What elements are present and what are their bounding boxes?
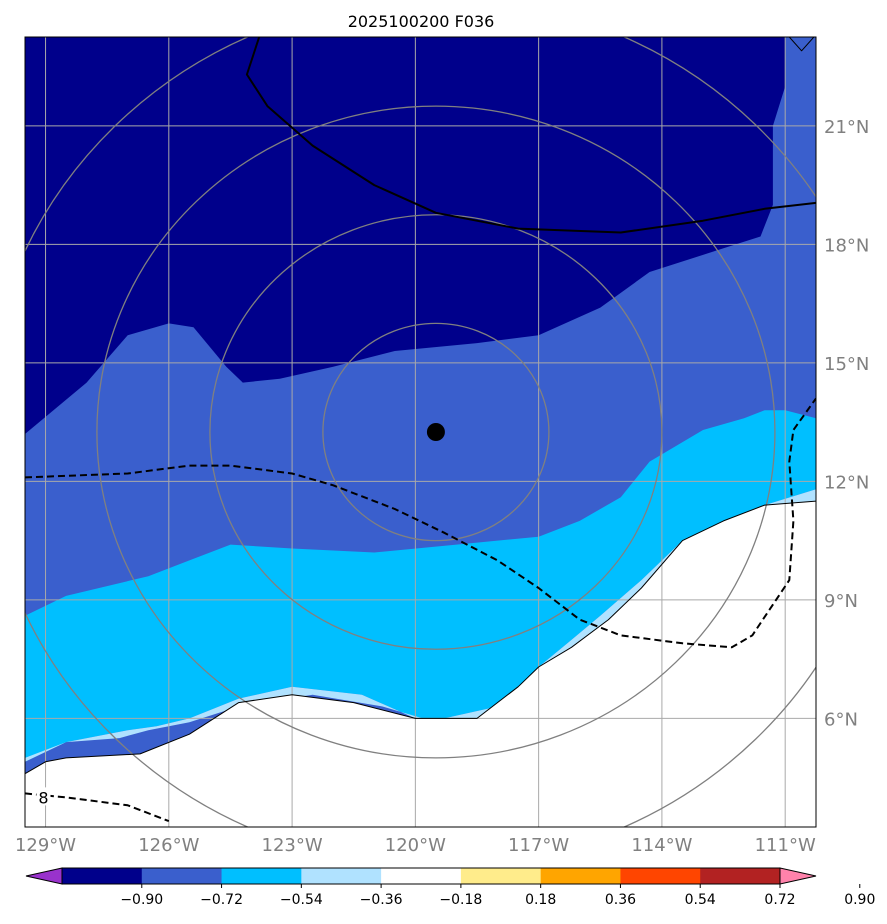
colorbar-tick-label: −0.72 bbox=[200, 892, 243, 908]
range-ring bbox=[96, 105, 776, 759]
lon-tick-label: 114°W bbox=[631, 835, 692, 856]
colorbar-tick-label: 0.90 bbox=[844, 892, 875, 908]
range-rings bbox=[25, 37, 816, 827]
colorbar-tick-label: −0.36 bbox=[360, 892, 403, 908]
lon-tick-label: 129°W bbox=[15, 835, 76, 856]
colorbar-segment bbox=[301, 868, 382, 884]
colorbar: −0.90 −0.72 −0.54 −0.36 −0.18 0.18 0.36 0.54 0.7… bbox=[25, 867, 875, 908]
lon-tick-label: 120°W bbox=[385, 835, 446, 856]
fill-region-1 bbox=[25, 410, 816, 762]
lon-tick-label: 126°W bbox=[138, 835, 199, 856]
lon-tick-label: 117°W bbox=[508, 835, 569, 856]
colorbar-tick-label: −0.18 bbox=[439, 892, 482, 908]
lat-tick-label: 9°N bbox=[824, 591, 858, 612]
lon-tick-label: 123°W bbox=[262, 835, 323, 856]
colorbar-frame bbox=[61, 867, 781, 885]
contour-label: 8 bbox=[38, 788, 48, 807]
fill-region-0 bbox=[25, 37, 786, 434]
colorbar-segment bbox=[700, 868, 781, 884]
colorbar-segment bbox=[540, 868, 621, 884]
storm-center bbox=[426, 423, 445, 441]
storm-center-marker bbox=[426, 423, 445, 441]
colorbar-segment bbox=[381, 868, 462, 884]
contour-lines bbox=[25, 37, 816, 823]
map-frame bbox=[24, 36, 817, 828]
colorbar-tick-label: −0.54 bbox=[280, 892, 323, 908]
contour-line-0 bbox=[245, 37, 816, 234]
colorbar-tick-label: 0.18 bbox=[525, 892, 556, 908]
colorbar-segment bbox=[620, 868, 701, 884]
colorbar-segment bbox=[141, 868, 223, 884]
contour-label-bg bbox=[36, 787, 51, 806]
lat-tick-label: 18°N bbox=[824, 235, 869, 256]
longitude-tick-labels: 129°W 126°W 123°W 120°W 117°W 114°W 111°W bbox=[15, 835, 816, 856]
latitude-tick-labels: 6°N 9°N 12°N 15°N 18°N 21°N bbox=[824, 117, 869, 731]
range-ring bbox=[209, 214, 663, 650]
colorbar-tick-label: −0.90 bbox=[120, 892, 163, 908]
colorbar-segment bbox=[460, 868, 542, 884]
contour-line-4 bbox=[788, 37, 815, 52]
map-plot-area: 8 bbox=[25, 37, 816, 827]
colorbar-segment bbox=[62, 868, 143, 884]
contour-line-1 bbox=[25, 397, 816, 649]
colorbar-extend-min bbox=[25, 867, 63, 885]
lat-tick-label: 21°N bbox=[824, 117, 869, 138]
colorbar-extend-max bbox=[779, 867, 817, 885]
lat-tick-label: 15°N bbox=[824, 354, 869, 375]
filled-contour-layer bbox=[25, 37, 816, 827]
range-ring bbox=[322, 322, 550, 542]
lat-tick-label: 6°N bbox=[824, 709, 858, 730]
colorbar-segment bbox=[221, 868, 302, 884]
colorbar-tick-label: 0.54 bbox=[685, 892, 716, 908]
colorbar-tick-label: 0.36 bbox=[605, 892, 636, 908]
chart-title: 2025100200 F036 bbox=[348, 12, 495, 31]
lat-tick-label: 12°N bbox=[824, 472, 869, 493]
contour-line-3 bbox=[25, 500, 816, 775]
fill-region-neutral bbox=[25, 501, 816, 827]
colorbar-tick-label: 0.72 bbox=[764, 892, 795, 908]
contour-line-2 bbox=[25, 792, 170, 823]
contour-labels: 8 bbox=[36, 787, 51, 807]
lon-tick-label: 111°W bbox=[755, 835, 816, 856]
